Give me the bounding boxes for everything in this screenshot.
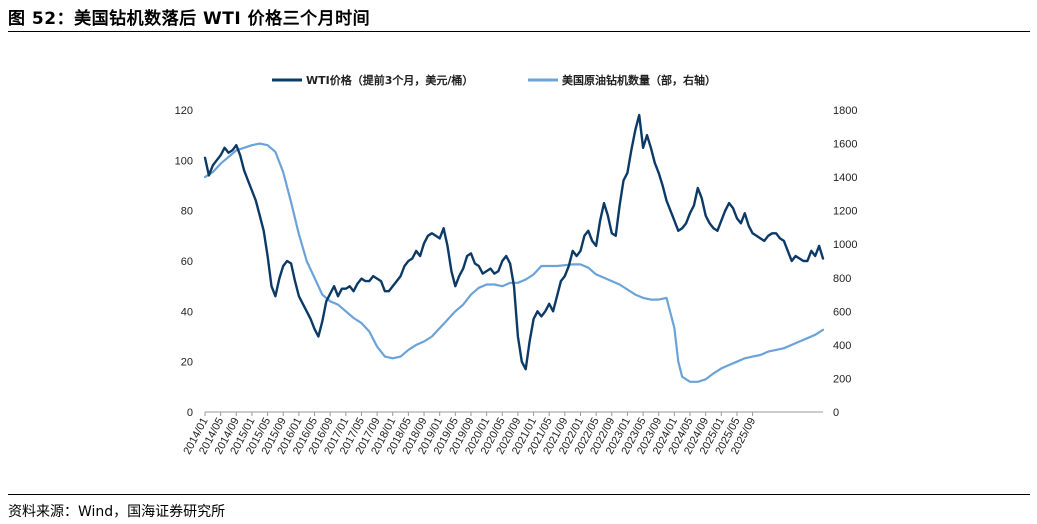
y-right-tick-label: 0	[833, 407, 839, 419]
y-right-tick-label: 1000	[833, 239, 857, 251]
figure-title: 图 52：美国钻机数落后 WTI 价格三个月时间	[8, 9, 371, 29]
plot-area	[203, 113, 825, 383]
y-right-tick-label: 200	[833, 373, 851, 385]
source-rule	[8, 494, 1030, 495]
y-right-tick-label: 600	[833, 306, 851, 318]
legend-label-rigs: 美国原油钻机数量（部，右轴）	[562, 73, 716, 87]
series-line-rig-count	[203, 142, 825, 383]
y-right-tick-label: 1600	[833, 139, 857, 151]
y-right-tick-label: 1400	[833, 172, 857, 184]
y-left-tick-label: 100	[175, 155, 193, 167]
y-right-tick-label: 800	[833, 273, 851, 285]
legend: WTI价格（提前3个月，美元/桶） 美国原油钻机数量（部，右轴）	[272, 73, 716, 87]
series-line-wti-price	[203, 113, 825, 371]
source-note: 资料来源：Wind，国海证券研究所	[8, 504, 226, 520]
y-left-tick-label: 0	[187, 407, 193, 419]
y-left-tick-label: 120	[175, 105, 193, 117]
y-left-tick-label: 40	[181, 306, 193, 318]
y-left-tick-label: 80	[181, 206, 193, 218]
title-rule	[8, 31, 1030, 32]
chart: WTI价格（提前3个月，美元/桶） 美国原油钻机数量（部，右轴） 0 20 40 60…	[175, 73, 858, 457]
y-right-tick-label: 1200	[833, 206, 857, 218]
axes: 0204060801001200200400600800100012001400…	[175, 105, 858, 457]
y-right-tick-label: 400	[833, 340, 851, 352]
y-left-tick-label: 60	[181, 256, 193, 268]
legend-label-wti: WTI价格（提前3个月，美元/桶）	[306, 73, 473, 87]
y-left-tick-label: 20	[181, 357, 193, 369]
y-right-tick-label: 1800	[833, 105, 857, 117]
